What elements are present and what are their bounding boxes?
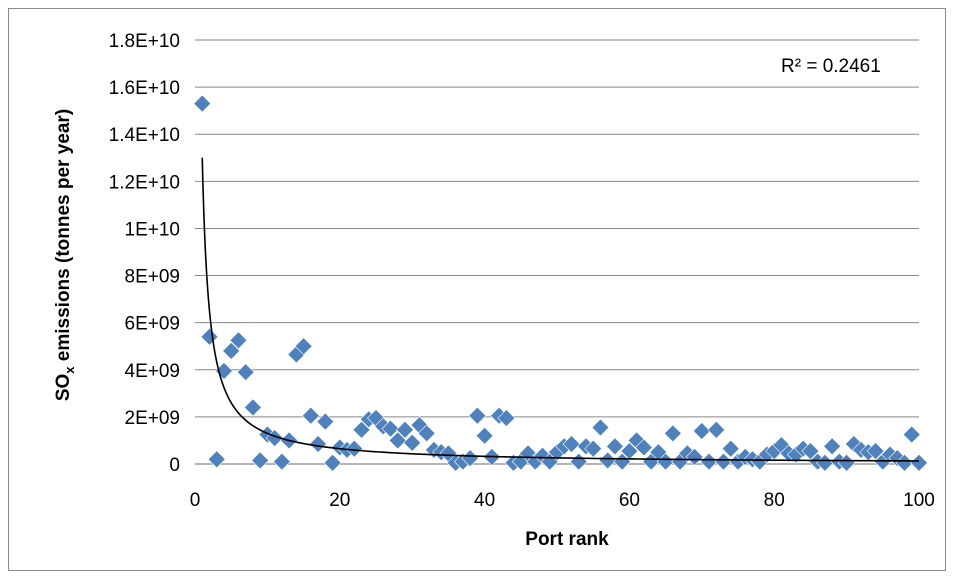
r-squared-label: R² = 0.2461 xyxy=(781,56,881,77)
y-tick-label: 0 xyxy=(169,455,180,476)
data-point xyxy=(316,412,335,431)
data-point xyxy=(707,420,726,439)
data-point xyxy=(700,452,718,471)
gridlines xyxy=(195,39,919,418)
data-point xyxy=(207,450,226,469)
data-point xyxy=(417,424,436,443)
data-point xyxy=(396,420,414,439)
y-tick-label: 1.6E+10 xyxy=(109,78,180,99)
data-point xyxy=(584,439,603,458)
data-point xyxy=(243,398,262,417)
y-tick-labels: 0 2E+09 4E+09 6E+09 8E+09 1E+10 1.2E+10 1.4E+10… xyxy=(109,31,180,476)
data-points xyxy=(193,94,928,472)
data-point xyxy=(236,363,255,382)
data-point xyxy=(714,452,733,471)
data-point xyxy=(251,451,270,470)
data-point xyxy=(562,435,581,453)
x-tick-label: 100 xyxy=(903,490,935,511)
data-point xyxy=(475,426,494,445)
data-point xyxy=(663,424,682,443)
data-point xyxy=(895,453,914,472)
data-point xyxy=(685,448,704,466)
chart-frame xyxy=(8,8,946,571)
data-point xyxy=(634,438,653,457)
x-tick-label: 60 xyxy=(619,490,640,511)
trendline xyxy=(201,157,920,462)
y-tick-label: 4E+09 xyxy=(125,361,180,382)
data-point xyxy=(721,439,740,458)
data-point xyxy=(497,409,516,427)
y-tick-label: 1.4E+10 xyxy=(109,125,180,146)
data-point xyxy=(591,418,610,437)
data-point xyxy=(323,453,342,472)
y-tick-label: 2E+09 xyxy=(125,408,180,429)
data-point xyxy=(229,331,248,350)
data-point xyxy=(866,442,885,460)
data-point xyxy=(605,437,624,456)
x-tick-label: 80 xyxy=(764,490,785,511)
data-point xyxy=(468,406,487,425)
data-point xyxy=(598,451,617,470)
data-point xyxy=(910,453,928,472)
data-point xyxy=(569,452,588,471)
data-point xyxy=(902,425,921,444)
x-tick-label: 0 xyxy=(190,490,201,511)
data-point xyxy=(352,420,371,439)
data-point xyxy=(345,439,364,458)
data-point xyxy=(309,435,328,453)
y-tick-label: 1E+10 xyxy=(125,219,180,240)
data-point xyxy=(294,337,313,356)
x-tick-label: 20 xyxy=(329,490,350,511)
x-tick-labels: 0 20 40 60 80 100 xyxy=(190,490,935,511)
data-point xyxy=(222,342,241,360)
data-point xyxy=(388,431,407,450)
y-axis-title: SOx emissions (tonnes per year) xyxy=(53,109,77,401)
data-point xyxy=(193,94,212,113)
data-point xyxy=(272,452,291,471)
data-point xyxy=(301,406,320,425)
data-point xyxy=(381,419,400,438)
y-tick-label: 8E+09 xyxy=(125,267,180,288)
x-axis-title: Port rank xyxy=(525,529,609,550)
data-point xyxy=(692,422,711,440)
y-tick-label: 1.2E+10 xyxy=(109,172,180,193)
data-point xyxy=(200,327,219,346)
y-tick-label: 6E+09 xyxy=(125,314,180,335)
x-tick-label: 40 xyxy=(474,490,495,511)
data-point xyxy=(823,437,842,456)
y-tick-label: 1.8E+10 xyxy=(109,31,180,52)
data-point xyxy=(403,433,422,452)
data-point xyxy=(801,442,820,460)
